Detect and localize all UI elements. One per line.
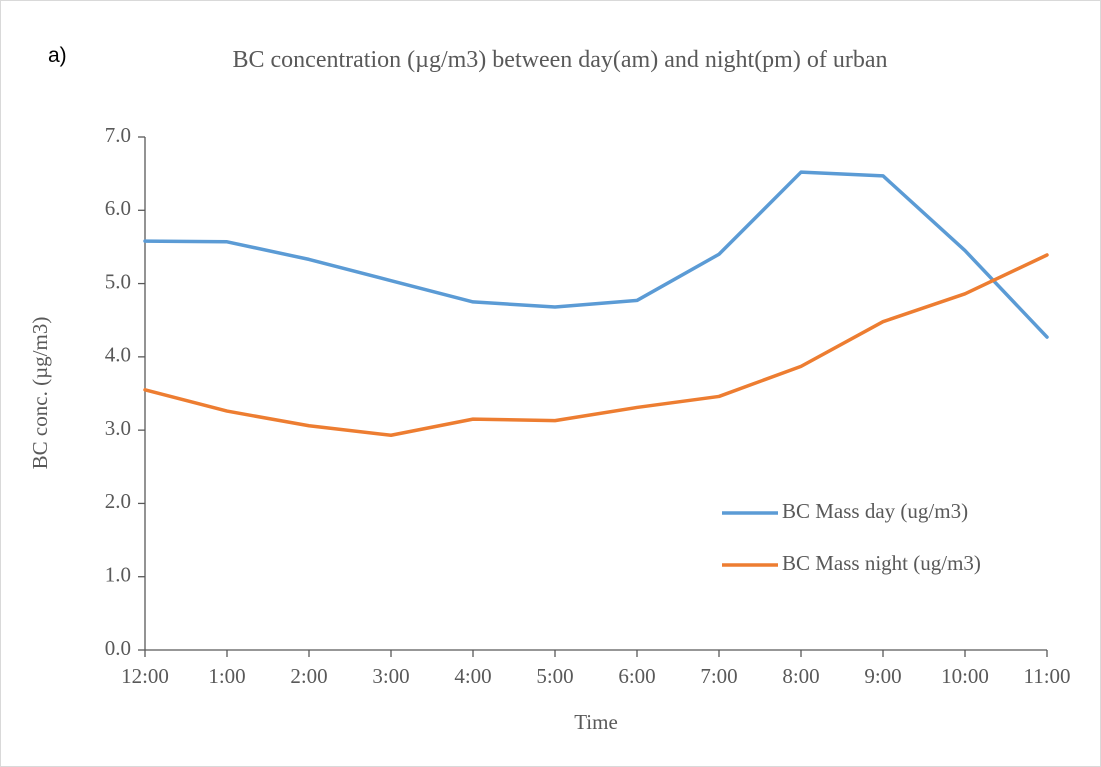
x-axis-title: Time [574, 710, 618, 734]
y-tick-label: 3.0 [105, 416, 131, 440]
y-tick-label: 5.0 [105, 269, 131, 293]
x-tick-label: 6:00 [618, 664, 655, 688]
y-axis-title: BC conc. (µg/m3) [28, 317, 52, 470]
chart: Time BC conc. (µg/m3) 0.0 1.0 2.0 3.0 4.0 5.0… [0, 0, 1101, 767]
y-tick-label: 0.0 [105, 636, 131, 660]
x-tick-label: 3:00 [372, 664, 409, 688]
x-tick-label: 9:00 [864, 664, 901, 688]
y-tick-label: 6.0 [105, 196, 131, 220]
y-tick-label: 4.0 [105, 343, 131, 367]
y-tick-label: 2.0 [105, 489, 131, 513]
x-tick-label: 7:00 [700, 664, 737, 688]
x-tick-label: 4:00 [454, 664, 491, 688]
legend-label: BC Mass day (ug/m3) [782, 499, 968, 523]
x-tick-label: 1:00 [208, 664, 245, 688]
x-tick-label: 11:00 [1023, 664, 1070, 688]
y-tick-label: 7.0 [105, 123, 131, 147]
legend-label: BC Mass night (ug/m3) [782, 551, 981, 575]
y-tick-label: 1.0 [105, 563, 131, 587]
x-tick-label: 12:00 [121, 664, 169, 688]
chart-title: BC concentration (µg/m3) between day(am)… [150, 44, 970, 76]
panel-label: a) [48, 44, 67, 68]
x-tick-label: 8:00 [782, 664, 819, 688]
chart-border [1, 1, 1101, 767]
x-tick-label: 10:00 [941, 664, 989, 688]
x-tick-label: 2:00 [290, 664, 327, 688]
x-tick-label: 5:00 [536, 664, 573, 688]
page: Time BC conc. (µg/m3) 0.0 1.0 2.0 3.0 4.0 5.0… [0, 0, 1101, 767]
